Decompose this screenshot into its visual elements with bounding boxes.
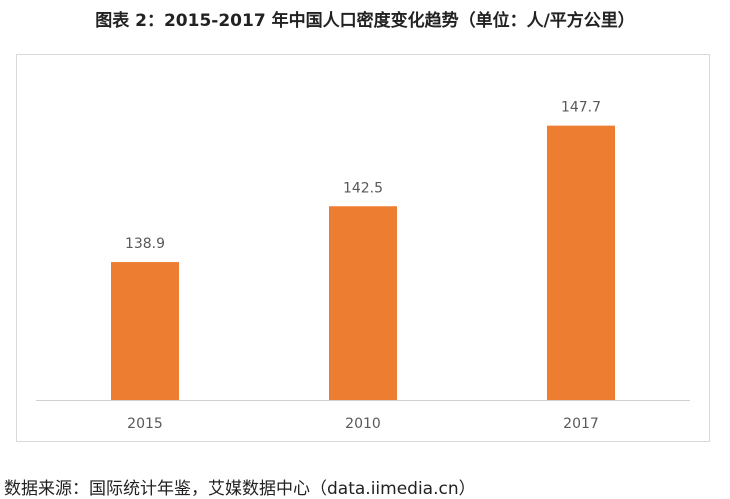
bar-chart: 138.9 2015 142.5 2010 147.7 2017 — [36, 100, 690, 432]
chart-title: 图表 2：2015-2017 年中国人口密度变化趋势（单位：人/平方公里） — [95, 11, 635, 31]
bar-2015 — [111, 262, 179, 400]
data-label: 138.9 — [125, 236, 165, 252]
data-source-note: 数据来源：国际统计年鉴，艾媒数据中心（data.iimedia.cn） — [4, 479, 476, 499]
x-tick-label: 2017 — [563, 416, 599, 432]
bar-2017 — [547, 125, 615, 401]
data-label: 142.5 — [343, 180, 383, 196]
data-label: 147.7 — [561, 100, 601, 116]
x-tick-label: 2010 — [345, 416, 381, 432]
x-tick-label: 2015 — [127, 416, 163, 432]
bar-2010 — [329, 206, 397, 400]
